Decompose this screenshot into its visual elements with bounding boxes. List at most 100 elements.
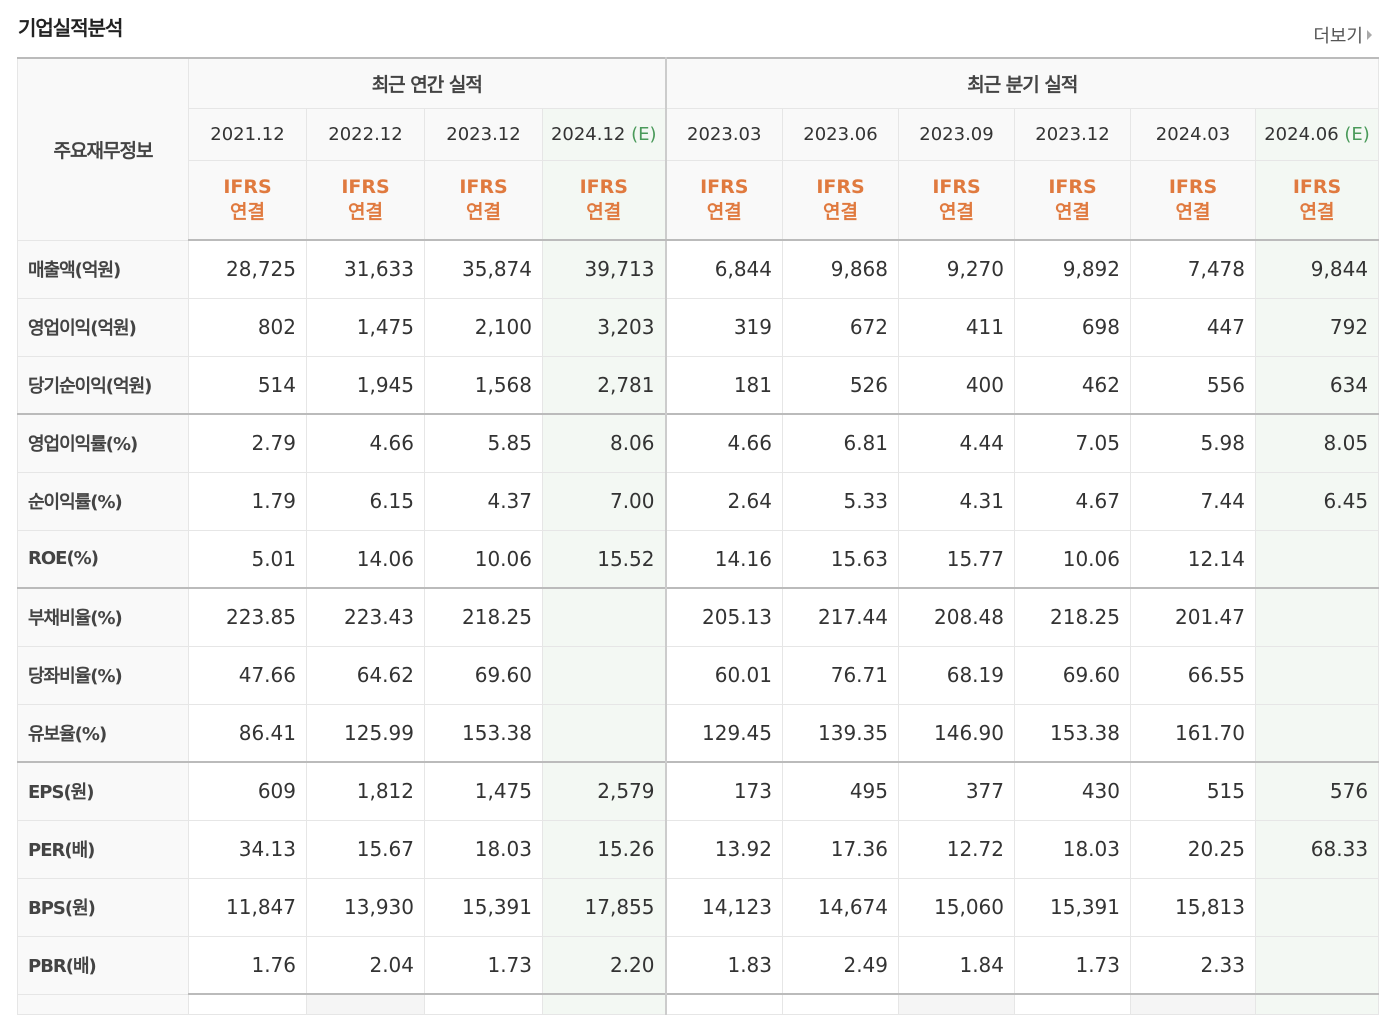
value-cell: 86.41 [188,703,307,763]
row-label: 당기순이익(억원) [17,355,189,415]
value-cell: 2,100 [424,297,543,357]
value-cell: 3,203 [542,297,666,357]
value-cell [898,993,1015,1015]
value-cell: 2.20 [542,935,666,995]
value-cell: 10.06 [424,529,543,589]
value-cell: 1,475 [424,761,543,821]
accounting-standard: IFRS 연결 [306,159,425,241]
value-cell: 20.25 [1130,819,1256,879]
value-cell: 2.33 [1130,935,1256,995]
period-date: 2021.12 [210,123,285,145]
value-cell: 1,945 [306,355,425,415]
value-cell: 15.77 [898,529,1015,589]
value-cell: 14,123 [664,877,783,937]
value-cell [424,993,543,1015]
value-cell: 447 [1130,297,1256,357]
value-cell: 11,847 [188,877,307,937]
value-cell: 4.37 [424,471,543,531]
value-cell: 698 [1014,297,1131,357]
value-cell: 4.66 [306,413,425,473]
value-cell: 129.45 [664,703,783,763]
value-cell: 411 [898,297,1015,357]
consolidation-type: 연결 [466,200,501,223]
value-cell: 5.33 [782,471,899,531]
row-label: 부채비율(%) [17,587,189,647]
value-cell: 66.55 [1130,645,1256,705]
value-cell [1254,877,1380,937]
chevron-right-icon [1367,30,1372,40]
estimate-marker: (E) [631,123,657,145]
value-cell: 7.05 [1014,413,1131,473]
value-cell: 125.99 [306,703,425,763]
period-header: 2024.03 [1130,107,1256,161]
period-header: 2023.12 [1014,107,1131,161]
value-cell: 514 [188,355,307,415]
value-cell [1254,587,1380,647]
value-cell [542,645,666,705]
value-cell: 319 [664,297,783,357]
value-cell [1254,645,1380,705]
value-cell: 161.70 [1130,703,1256,763]
consolidation-type: 연결 [230,200,265,223]
value-cell: 15.26 [542,819,666,879]
value-cell: 139.35 [782,703,899,763]
period-date: 2022.12 [328,123,403,145]
value-cell: 1,475 [306,297,425,357]
value-cell [1254,935,1380,995]
value-cell: 153.38 [1014,703,1131,763]
period-date: 2023.12 [1035,123,1110,145]
period-header: 2022.12 [306,107,425,161]
value-cell: 1.73 [1014,935,1131,995]
standard-type: IFRS [1048,175,1097,198]
period-date: 2023.06 [803,123,878,145]
value-cell [782,993,899,1015]
value-cell: 201.47 [1130,587,1256,647]
value-cell: 68.33 [1254,819,1380,879]
quarterly-group-header: 최근 분기 실적 [664,57,1380,109]
value-cell: 6.81 [782,413,899,473]
value-cell: 208.48 [898,587,1015,647]
value-cell: 15,391 [424,877,543,937]
value-cell: 576 [1254,761,1380,821]
accounting-standard: IFRS 연결 [664,159,783,241]
consolidation-type: 연결 [706,200,742,223]
standard-type: IFRS [816,175,865,198]
financial-table: 주요재무정보 최근 연간 실적 최근 분기 실적 2021.12 2022.12 2023… [17,57,1380,1015]
value-cell: 2.49 [782,935,899,995]
period-header: 2023.12 [424,107,543,161]
value-cell: 1,568 [424,355,543,415]
value-cell: 9,892 [1014,239,1131,299]
standard-type: IFRS [932,175,981,198]
table-row: 당기순이익(억원) 514 1,945 1,568 2,781 181 526 400 462 5… [17,355,1380,415]
value-cell: 672 [782,297,899,357]
standard-type: IFRS [579,175,628,198]
value-cell: 69.60 [1014,645,1131,705]
table-row: 매출액(억원) 28,725 31,633 35,874 39,713 6,844 9,86… [17,239,1380,299]
value-cell: 9,868 [782,239,899,299]
value-cell [542,993,666,1015]
value-cell: 1.84 [898,935,1015,995]
value-cell: 76.71 [782,645,899,705]
value-cell: 526 [782,355,899,415]
table-row: 부채비율(%) 223.85 223.43 218.25 205.13 217.44 208… [17,587,1380,647]
value-cell: 1.73 [424,935,543,995]
value-cell: 5.85 [424,413,543,473]
value-cell: 556 [1130,355,1256,415]
value-cell: 181 [664,355,783,415]
value-cell: 218.25 [1014,587,1131,647]
value-cell: 400 [898,355,1015,415]
value-cell: 1.83 [664,935,783,995]
accounting-standard: IFRS 연결 [1130,159,1256,241]
value-cell [188,993,307,1015]
value-cell: 173 [664,761,783,821]
value-cell: 1.79 [188,471,307,531]
more-link[interactable]: 더보기 [1313,22,1372,48]
value-cell: 2,579 [542,761,666,821]
standard-type: IFRS [459,175,508,198]
value-cell: 146.90 [898,703,1015,763]
period-header: 2021.12 [188,107,307,161]
value-cell: 15,060 [898,877,1015,937]
table-row: EPS(원) 609 1,812 1,475 2,579 173 495 377 430 515 5… [17,761,1380,821]
accounting-standard: IFRS 연결 [782,159,899,241]
consolidation-type: 연결 [1175,200,1211,223]
